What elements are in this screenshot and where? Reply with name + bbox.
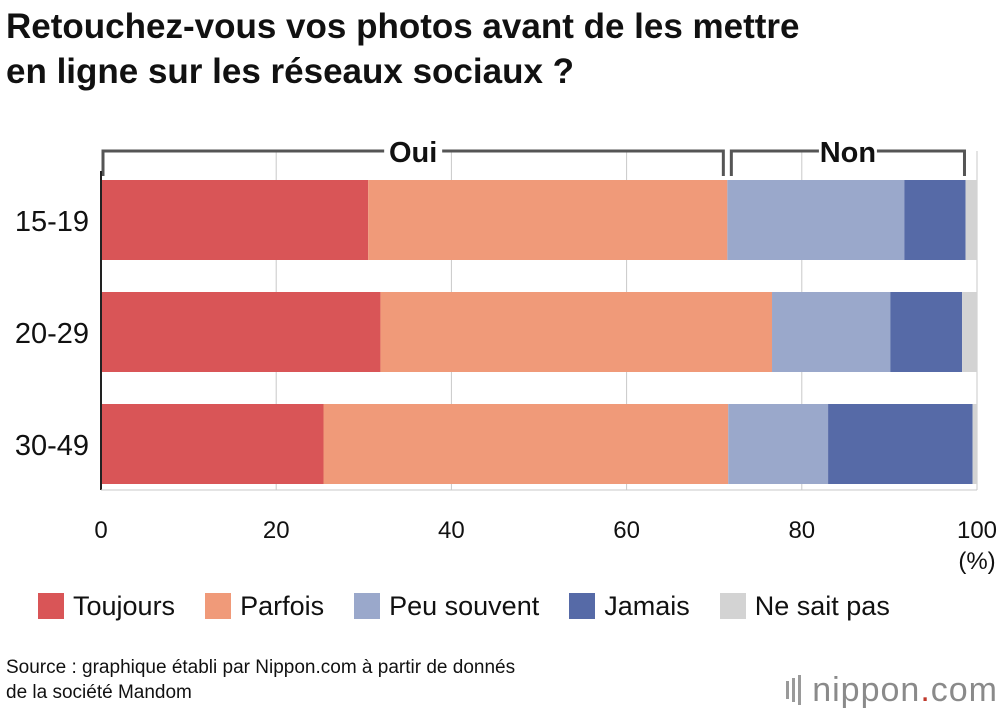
- x-tick-label-0: 0: [94, 517, 107, 544]
- bar-segment-20-29-ne-sait-pas: [962, 292, 977, 372]
- category-label-20-29: 20-29: [15, 318, 89, 350]
- bars: [101, 180, 977, 484]
- bar-segment-15-19-toujours: [101, 180, 369, 260]
- logo-suffix: com: [930, 670, 998, 709]
- group-label-oui: Oui: [389, 137, 437, 169]
- legend-swatch-ne-sait-pas: [719, 593, 746, 619]
- source-line-1: Source : graphique établi par Nippon.com…: [6, 657, 516, 678]
- nippon-logo: nippon. com: [786, 670, 998, 710]
- category-label-15-19: 15-19: [15, 206, 89, 238]
- bar-segment-30-49-ne-sait-pas: [972, 404, 977, 484]
- group-bracket-oui: Oui: [101, 137, 725, 176]
- logo-dot: .: [920, 670, 931, 709]
- bar-segment-30-49-parfois: [323, 404, 729, 484]
- x-tick-label-20: 20: [263, 517, 290, 544]
- legend-item-ne-sait-pas: Ne sait pas: [719, 590, 890, 622]
- legend-label-ne-sait-pas: Ne sait pas: [754, 590, 890, 621]
- bar-segment-30-49-toujours: [101, 404, 324, 484]
- legend-item-jamais: Jamais: [569, 591, 690, 622]
- source-line-2: de la société Mandom: [6, 682, 192, 703]
- x-tick-label-60: 60: [613, 517, 640, 544]
- chart-title-line-2: en ligne sur les réseaux sociaux ?: [6, 52, 575, 91]
- bar-row-30-49: [101, 404, 977, 484]
- x-axis-unit: (%): [958, 548, 995, 575]
- bar-segment-15-19-jamais: [904, 180, 966, 260]
- x-tick-label-100: 100: [957, 517, 997, 544]
- bar-segment-20-29-toujours: [101, 292, 381, 372]
- legend-item-peu-souvent: Peu souvent: [354, 591, 539, 622]
- group-brackets: Oui Non: [101, 137, 966, 176]
- logo-name: nippon: [812, 670, 921, 709]
- category-label-30-49: 30-49: [15, 430, 89, 462]
- bar-segment-15-19-parfois: [368, 180, 728, 260]
- legend-swatch-parfois: [205, 593, 232, 619]
- bar-segment-15-19-peu-souvent: [727, 180, 905, 260]
- bar-row-20-29: [101, 292, 977, 372]
- x-tick-label-80: 80: [788, 517, 815, 544]
- bar-segment-20-29-parfois: [380, 292, 773, 372]
- bar-segment-20-29-peu-souvent: [772, 292, 891, 372]
- legend-item-parfois: Parfois: [205, 591, 324, 622]
- legend-label-jamais: Jamais: [604, 590, 690, 621]
- chart-title: Retouchez-vous vos photos avant de les m…: [6, 4, 986, 94]
- legend-swatch-jamais: [569, 593, 596, 619]
- group-bracket-non: Non: [729, 137, 966, 176]
- bar-row-15-19: [101, 180, 977, 260]
- stacked-bar-chart: Oui Non 15-19 20-29 30-49 0 20 40 60 80 100 (%): [15, 137, 997, 575]
- legend-label-toujours: Toujours: [73, 590, 176, 621]
- legend-swatch-toujours: [38, 593, 64, 619]
- source-note: Source : graphique établi par Nippon.com…: [6, 655, 726, 705]
- x-tick-label-40: 40: [438, 517, 465, 544]
- axes: 15-19 20-29 30-49 0 20 40 60 80 100 (%): [15, 171, 997, 575]
- legend-label-peu-souvent: Peu souvent: [389, 590, 540, 621]
- legend: Toujours Parfois Peu souvent Jamais Ne sait …: [38, 586, 890, 626]
- legend-item-toujours: Toujours: [38, 591, 175, 622]
- group-label-non: Non: [820, 137, 876, 169]
- logo-bars-icon: [786, 675, 804, 705]
- chart-title-line-1: Retouchez-vous vos photos avant de les m…: [6, 7, 800, 46]
- bar-segment-20-29-jamais: [890, 292, 963, 372]
- legend-label-parfois: Parfois: [240, 590, 325, 621]
- legend-swatch-peu-souvent: [354, 593, 381, 619]
- bar-segment-15-19-ne-sait-pas: [965, 180, 977, 260]
- bar-segment-30-49-jamais: [828, 404, 973, 484]
- bar-segment-30-49-peu-souvent: [728, 404, 829, 484]
